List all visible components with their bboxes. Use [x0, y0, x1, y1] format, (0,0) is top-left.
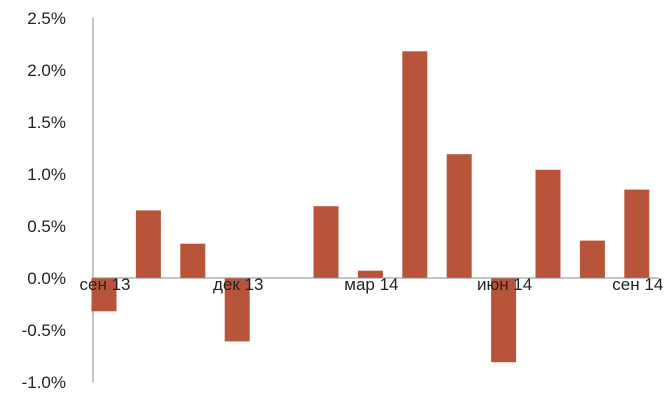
x-tick-label: сен 13	[80, 275, 131, 294]
y-tick-label: 1.0%	[27, 165, 66, 184]
bar	[402, 51, 428, 278]
y-tick-label: -0.5%	[22, 321, 66, 340]
bar	[224, 278, 250, 342]
y-tick-label: 1.5%	[27, 113, 66, 132]
y-tick-label: 0.5%	[27, 217, 66, 236]
x-tick-label: сен 14	[612, 275, 663, 294]
bar	[624, 189, 650, 278]
y-tick-label: 2.5%	[27, 9, 66, 28]
bar	[491, 278, 517, 363]
x-tick-label: мар 14	[344, 275, 398, 294]
x-tick-label: июн 14	[477, 275, 532, 294]
bar	[91, 278, 117, 312]
x-tick-label: дек 13	[213, 275, 263, 294]
x-axis: сен 13 дек 13 мар 14 июн 14 сен 14	[80, 275, 664, 294]
bar	[135, 210, 161, 278]
y-tick-label: 2.0%	[27, 61, 66, 80]
y-tick-label: 0.0%	[27, 269, 66, 288]
bar	[357, 270, 383, 278]
bar	[180, 243, 206, 278]
bar	[446, 154, 472, 278]
y-axis: 2.5% 2.0% 1.5% 1.0% 0.5% 0.0% -0.5% -1.0%	[22, 9, 94, 392]
bar	[535, 169, 561, 278]
bar	[313, 206, 339, 278]
bars	[91, 51, 650, 363]
bar	[579, 240, 605, 278]
y-tick-label: -1.0%	[22, 373, 66, 392]
